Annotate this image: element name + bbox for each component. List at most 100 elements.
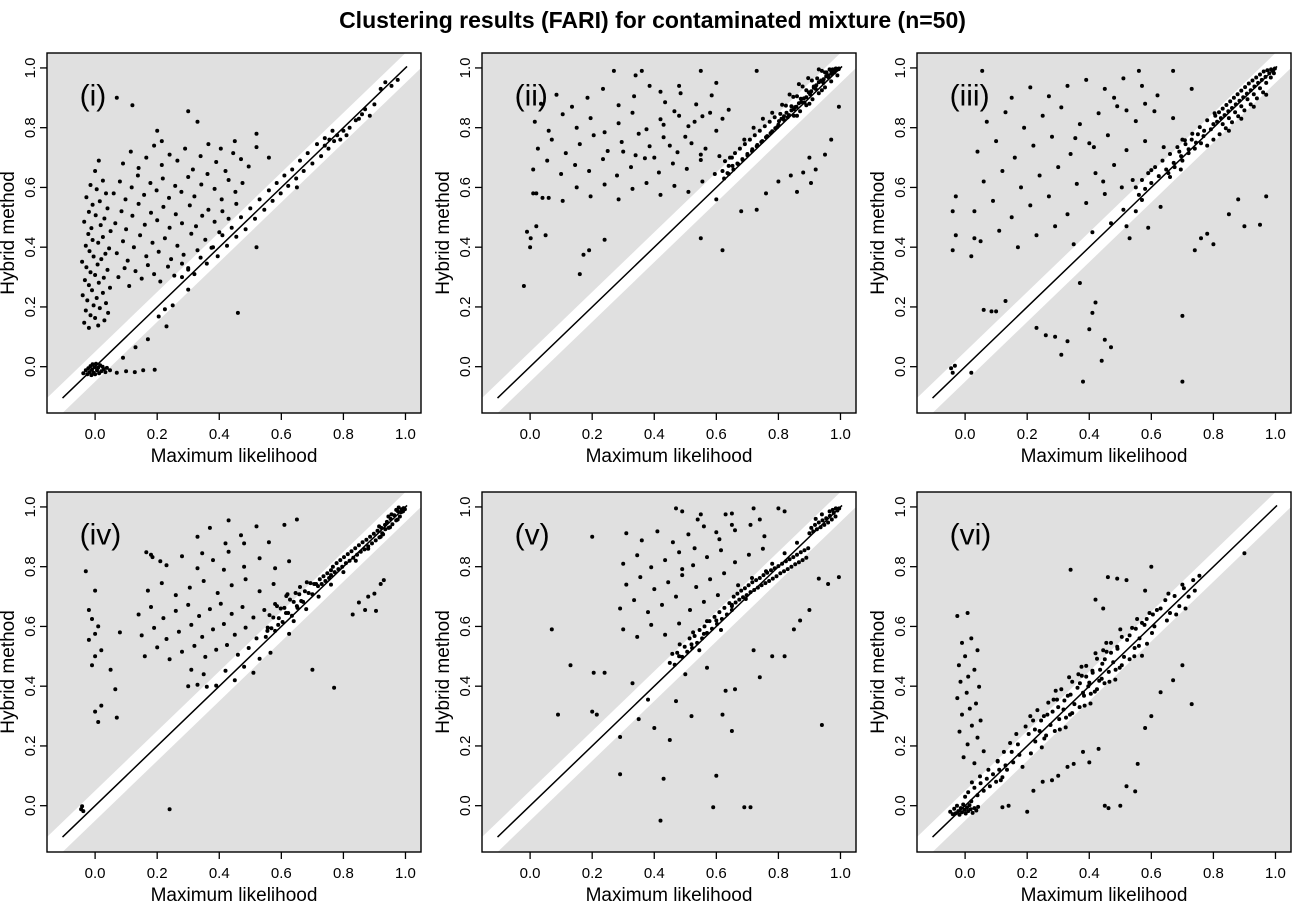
- y-tick-label: 0.2: [457, 297, 474, 318]
- y-axis-label: Hybrid method: [0, 171, 19, 295]
- y-tick-label: 0.6: [22, 177, 39, 198]
- x-tick-label: 0.2: [147, 865, 168, 882]
- x-tick-label: 0.4: [644, 426, 665, 443]
- x-axis-label: Maximum likelihood: [586, 446, 753, 467]
- tick-labels: 0.0 0.2 0.4 0.6 0.8 1.0 0.0 0.2 0.4 0.6 0.8 1.0: [457, 58, 851, 443]
- data-points: [79, 505, 407, 814]
- y-tick-label: 0.0: [457, 356, 474, 377]
- y-tick-label: 0.8: [457, 556, 474, 577]
- panel-label: (i): [80, 79, 107, 112]
- x-tick-label: 0.4: [1079, 865, 1100, 882]
- panel-grid: 0.0 0.2 0.4 0.6 0.8 1.0 0.0 0.2 0.4 0.6 0.8 1.0 Maxi…: [0, 38, 1305, 915]
- identity-line: [931, 65, 1278, 399]
- y-tick-label: 0.8: [892, 117, 909, 138]
- x-tick-label: 0.4: [209, 426, 230, 443]
- panel-label: (iii): [950, 79, 990, 112]
- x-tick-label: 0.8: [768, 426, 789, 443]
- x-tick-label: 0.8: [768, 865, 789, 882]
- y-tick-label: 0.4: [892, 676, 909, 697]
- y-tick-label: 0.4: [457, 237, 474, 258]
- y-tick-label: 0.8: [22, 556, 39, 577]
- x-tick-label: 0.8: [333, 426, 354, 443]
- tick-labels: 0.0 0.2 0.4 0.6 0.8 1.0 0.0 0.2 0.4 0.6 0.8 1.0: [892, 497, 1286, 882]
- y-tick-label: 0.6: [457, 177, 474, 198]
- axis-ticks: [40, 67, 407, 420]
- y-tick-label: 0.4: [457, 676, 474, 697]
- data-points: [948, 551, 1247, 817]
- y-tick-label: 0.2: [22, 736, 39, 757]
- identity-line: [61, 65, 408, 399]
- data-points: [549, 506, 842, 823]
- axis-ticks: [475, 506, 842, 859]
- x-tick-label: 0.6: [271, 426, 292, 443]
- x-tick-label: 1.0: [395, 865, 416, 882]
- tick-labels: 0.0 0.2 0.4 0.6 0.8 1.0 0.0 0.2 0.4 0.6 0.8 1.0: [22, 497, 416, 882]
- x-tick-label: 0.4: [644, 865, 665, 882]
- y-tick-label: 1.0: [892, 497, 909, 518]
- x-tick-label: 0.8: [333, 865, 354, 882]
- y-tick-label: 1.0: [22, 497, 39, 518]
- x-tick-label: 0.2: [1017, 865, 1038, 882]
- y-tick-label: 0.0: [457, 795, 474, 816]
- panel-label: (v): [515, 518, 550, 551]
- figure-title: Clustering results (FARI) for contaminat…: [339, 7, 966, 33]
- plot-border: [481, 491, 857, 853]
- y-tick-label: 0.6: [457, 616, 474, 637]
- x-tick-label: 0.0: [85, 865, 106, 882]
- y-tick-label: 0.0: [22, 795, 39, 816]
- axis-ticks: [40, 506, 407, 859]
- data-points: [949, 66, 1277, 384]
- tick-labels: 0.0 0.2 0.4 0.6 0.8 1.0 0.0 0.2 0.4 0.6 0.8 1.0: [22, 58, 416, 443]
- x-tick-label: 1.0: [1265, 865, 1286, 882]
- y-tick-label: 0.8: [457, 117, 474, 138]
- scatter-panel-vi: 0.0 0.2 0.4 0.6 0.8 1.0 0.0 0.2 0.4 0.6 0.8 1.0 Maxi…: [870, 491, 1292, 906]
- y-tick-label: 0.6: [892, 616, 909, 637]
- panel-label: (vi): [950, 518, 992, 551]
- y-tick-label: 0.0: [892, 356, 909, 377]
- scatter-panel-i: 0.0 0.2 0.4 0.6 0.8 1.0 0.0 0.2 0.4 0.6 0.8 1.0 Maxi…: [0, 52, 422, 467]
- x-tick-label: 0.6: [1141, 865, 1162, 882]
- y-tick-label: 1.0: [892, 58, 909, 79]
- x-tick-label: 0.4: [209, 865, 230, 882]
- axis-ticks: [910, 67, 1277, 420]
- y-tick-label: 0.8: [22, 117, 39, 138]
- x-axis-label: Maximum likelihood: [1021, 885, 1188, 906]
- x-tick-label: 0.8: [1203, 426, 1224, 443]
- x-axis-label: Maximum likelihood: [151, 885, 318, 906]
- x-tick-label: 0.2: [1017, 426, 1038, 443]
- y-axis-label: Hybrid method: [870, 171, 889, 295]
- plot-border: [481, 52, 857, 414]
- x-tick-label: 0.2: [582, 426, 603, 443]
- plot-area: [917, 53, 1291, 413]
- plot-area: [917, 492, 1291, 852]
- identity-line: [931, 504, 1278, 838]
- y-axis-label: Hybrid method: [870, 610, 889, 734]
- x-axis-label: Maximum likelihood: [586, 885, 753, 906]
- x-tick-label: 0.0: [955, 865, 976, 882]
- y-tick-label: 0.2: [22, 297, 39, 318]
- plot-area: [47, 53, 421, 413]
- x-tick-label: 0.6: [706, 865, 727, 882]
- y-axis-label: Hybrid method: [435, 610, 454, 734]
- y-tick-label: 0.6: [22, 616, 39, 637]
- scatter-panel-ii: 0.0 0.2 0.4 0.6 0.8 1.0 0.0 0.2 0.4 0.6 0.8 1.0 Maxi…: [435, 52, 857, 467]
- x-tick-label: 0.6: [271, 865, 292, 882]
- x-tick-label: 0.8: [1203, 865, 1224, 882]
- x-tick-label: 0.0: [85, 426, 106, 443]
- y-tick-label: 0.4: [892, 237, 909, 258]
- y-axis-label: Hybrid method: [435, 171, 454, 295]
- y-tick-label: 0.2: [892, 297, 909, 318]
- plot-border: [916, 52, 1292, 414]
- x-tick-label: 1.0: [830, 865, 851, 882]
- plot-area: [482, 492, 856, 852]
- scatter-panel-iii: 0.0 0.2 0.4 0.6 0.8 1.0 0.0 0.2 0.4 0.6 0.8 1.0 Maxi…: [870, 52, 1292, 467]
- data-points: [521, 66, 841, 288]
- y-tick-label: 0.4: [22, 237, 39, 258]
- y-tick-label: 0.2: [457, 736, 474, 757]
- x-tick-label: 0.0: [955, 426, 976, 443]
- x-axis-label: Maximum likelihood: [1021, 446, 1188, 467]
- tick-labels: 0.0 0.2 0.4 0.6 0.8 1.0 0.0 0.2 0.4 0.6 0.8 1.0: [892, 58, 1286, 443]
- x-tick-label: 1.0: [395, 426, 416, 443]
- panel-label: (ii): [515, 79, 548, 112]
